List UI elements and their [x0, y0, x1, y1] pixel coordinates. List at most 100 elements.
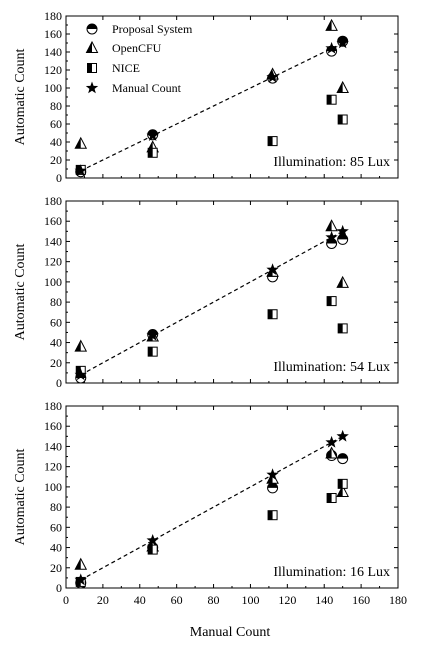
data-point-manual-count: [74, 573, 87, 586]
data-point-manual-count: [146, 328, 159, 341]
data-point-proposal-system: [337, 453, 349, 465]
y-axis-title: Automatic Count: [13, 48, 28, 145]
data-point-nice: [326, 493, 337, 504]
data-point-manual-count: [266, 70, 279, 83]
data-point-opencfu: [336, 80, 349, 93]
y-tick-label: 140: [44, 439, 62, 453]
data-point-nice: [267, 309, 278, 320]
reference-line: [80, 230, 343, 376]
x-tick-label: 60: [171, 593, 183, 607]
legend-item: NICE: [87, 61, 140, 75]
y-tick-label: 100: [44, 81, 62, 95]
y-tick-label: 40: [50, 541, 62, 555]
y-tick-label: 40: [50, 135, 62, 149]
legend-label: Manual Count: [112, 81, 182, 95]
y-axis-title: Automatic Count: [13, 243, 28, 340]
data-point-manual-count: [336, 429, 349, 442]
y-tick-label: 0: [56, 171, 62, 185]
x-tick-label: 40: [134, 593, 146, 607]
data-point-manual-count: [146, 533, 159, 546]
legend: Proposal System OpenCFU NICE Manual Count: [85, 22, 193, 95]
y-tick-label: 120: [44, 460, 62, 474]
y-tick-label: 0: [56, 581, 62, 595]
y-tick-label: 160: [44, 419, 62, 433]
y-tick-label: 140: [44, 234, 62, 248]
y-tick-label: 120: [44, 63, 62, 77]
data-point-opencfu: [325, 18, 338, 31]
y-tick-label: 40: [50, 336, 62, 350]
y-tick-label: 0: [56, 376, 62, 390]
y-tick-label: 60: [50, 520, 62, 534]
data-point-manual-count: [336, 36, 349, 49]
illumination-annotation: Illumination: 85 Lux: [273, 155, 390, 170]
data-point-nice: [326, 94, 337, 105]
reference-line: [80, 435, 343, 581]
data-point-nice: [326, 296, 337, 307]
legend-label: Proposal System: [112, 22, 193, 36]
y-tick-label: 80: [50, 99, 62, 113]
y-tick-label: 80: [50, 295, 62, 309]
data-point-manual-count: [336, 224, 349, 237]
data-point-opencfu: [336, 275, 349, 288]
y-tick-label: 80: [50, 500, 62, 514]
legend-marker-proposal-system: [86, 23, 98, 35]
plot-frame: [65, 200, 399, 384]
illumination-annotation: Illumination: 16 Lux: [273, 565, 390, 580]
x-tick-label: 100: [241, 593, 259, 607]
data-point-nice: [147, 346, 158, 357]
y-tick-label: 160: [44, 27, 62, 41]
data-point-manual-count: [325, 230, 338, 243]
data-point-opencfu: [74, 136, 88, 149]
data-point-opencfu: [74, 339, 88, 352]
x-tick-label: 140: [315, 593, 333, 607]
data-point-nice: [147, 147, 158, 158]
y-tick-label: 60: [50, 315, 62, 329]
x-tick-label: 120: [278, 593, 296, 607]
data-point-manual-count: [325, 435, 338, 448]
y-tick-label: 180: [44, 194, 62, 208]
y-axis-title: Automatic Count: [13, 448, 28, 545]
y-tick-label: 140: [44, 45, 62, 59]
y-tick-label: 20: [50, 153, 62, 167]
data-point-manual-count: [325, 41, 338, 54]
data-point-opencfu: [74, 557, 88, 570]
data-point-nice: [337, 478, 348, 489]
y-tick-label: 20: [50, 561, 62, 575]
y-tick-label: 100: [44, 480, 62, 494]
legend-item: OpenCFU: [85, 40, 162, 55]
data-point-nice: [267, 136, 278, 147]
data-point-nice: [337, 323, 348, 334]
x-tick-label: 180: [389, 593, 407, 607]
legend-label: NICE: [112, 61, 140, 75]
data-point-opencfu: [325, 446, 338, 459]
panels: 0 20 40 60 80 100 120 140 160 180 Automatic Count I…: [13, 9, 407, 607]
data-point-nice: [147, 544, 158, 555]
legend-item: Proposal System: [86, 22, 193, 36]
x-tick-label: 20: [97, 593, 109, 607]
x-axis-title: Manual Count: [190, 625, 271, 640]
data-point-manual-count: [266, 468, 279, 481]
data-point-manual-count: [266, 263, 279, 276]
chart-panel-1: 0 20 40 60 80 100 120 140 160 180 Automatic Count I…: [13, 9, 399, 185]
legend-marker-opencfu: [85, 40, 99, 53]
legend-marker-manual-count: [85, 81, 99, 94]
y-tick-label: 180: [44, 399, 62, 413]
data-point-manual-count: [74, 164, 87, 177]
x-tick-label: 160: [352, 593, 370, 607]
chart-panel-2: 0 20 40 60 80 100 120 140 160 180 Automatic Count I…: [13, 194, 399, 390]
y-tick-label: 100: [44, 275, 62, 289]
x-tick-label: 80: [208, 593, 220, 607]
y-tick-label: 20: [50, 356, 62, 370]
illumination-annotation: Illumination: 54 Lux: [273, 360, 390, 375]
y-tick-label: 60: [50, 117, 62, 131]
legend-item: Manual Count: [85, 81, 182, 95]
legend-marker-nice: [87, 63, 97, 73]
y-tick-label: 160: [44, 214, 62, 228]
data-point-opencfu: [325, 219, 338, 232]
y-tick-label: 180: [44, 9, 62, 23]
data-point-manual-count: [74, 368, 87, 381]
data-point-nice: [337, 114, 348, 125]
chart-panel-3: 0 20 40 60 80 100 120 140 160 180 0 20 40 60 80 100 120 1…: [13, 399, 407, 607]
data-point-nice: [267, 510, 278, 521]
